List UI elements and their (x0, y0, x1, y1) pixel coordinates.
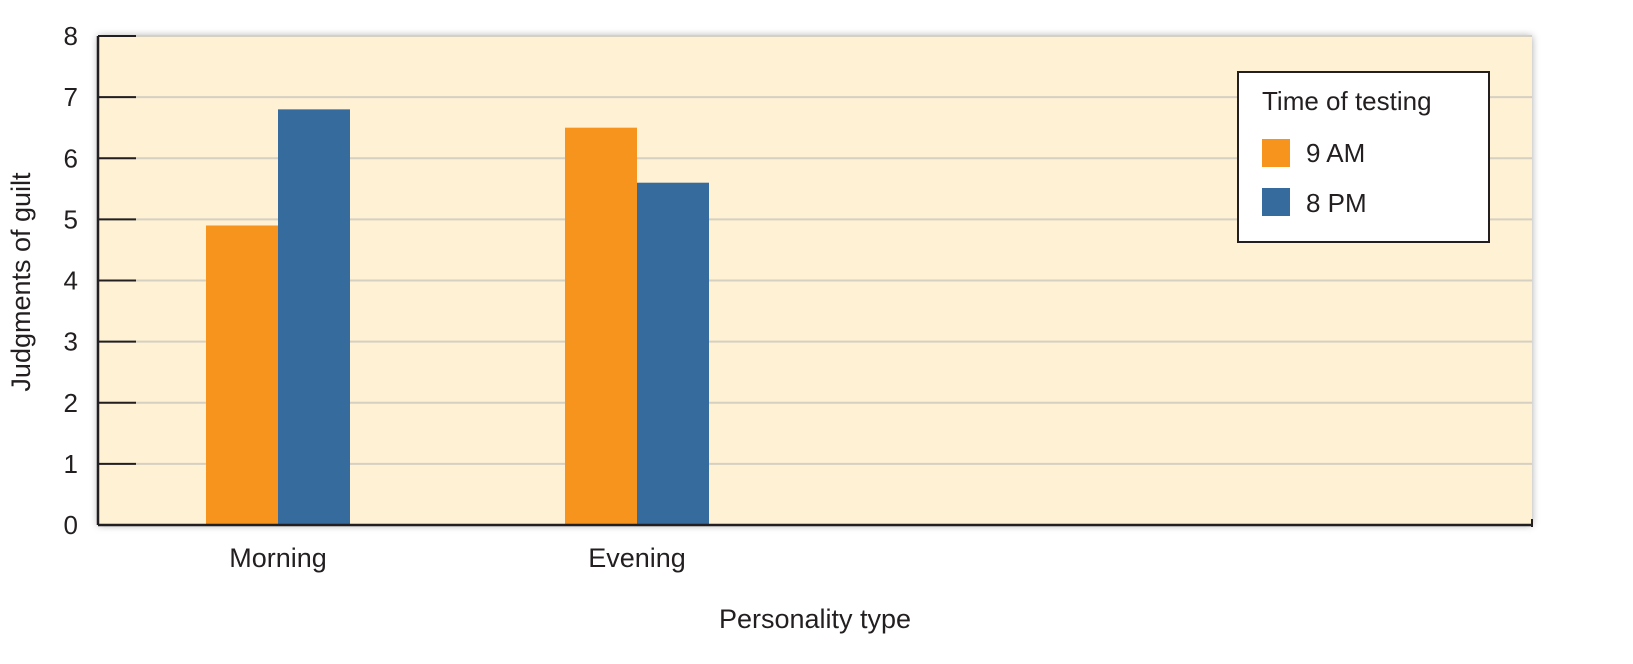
x-tick-label: Evening (588, 543, 686, 573)
y-tick-label: 5 (64, 204, 78, 234)
y-tick-label: 7 (64, 82, 78, 112)
legend-label-9am: 9 AM (1306, 138, 1365, 168)
bar-evening-9am (565, 127, 637, 525)
y-tick-label: 2 (64, 388, 78, 418)
x-tick-label: Morning (229, 543, 327, 573)
y-axis-title: Judgments of guilt (6, 172, 36, 392)
bar-morning-9am (206, 225, 278, 526)
x-axis-title: Personality type (719, 604, 911, 634)
y-tick-label: 1 (64, 449, 78, 479)
y-tick-label: 3 (64, 327, 78, 357)
y-tick-label: 6 (64, 143, 78, 173)
bar-evening-8pm (637, 182, 709, 525)
legend: Time of testing 9 AM 8 PM (1237, 71, 1490, 243)
y-tick-label: 8 (64, 21, 78, 51)
bar-morning-8pm (278, 109, 350, 525)
y-tick-label: 0 (64, 510, 78, 540)
legend-title: Time of testing (1262, 86, 1432, 116)
legend-swatch-9am (1262, 139, 1290, 167)
y-tick-label: 4 (64, 266, 78, 296)
legend-swatch-8pm (1262, 188, 1290, 216)
legend-label-8pm: 8 PM (1306, 188, 1367, 218)
